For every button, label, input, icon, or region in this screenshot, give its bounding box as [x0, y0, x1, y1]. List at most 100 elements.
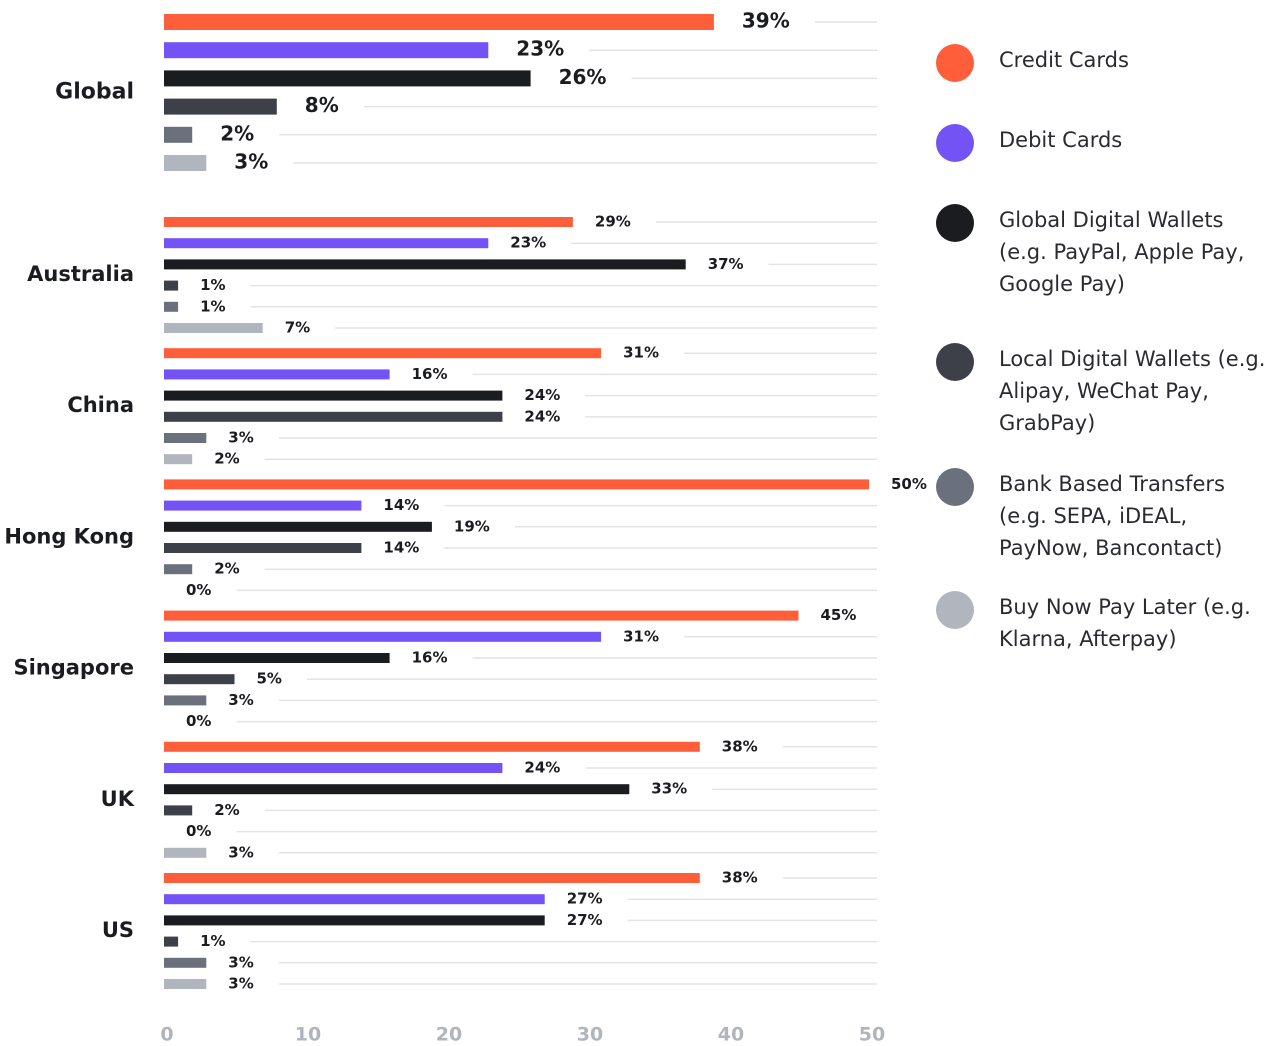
bar [164, 784, 630, 795]
bar [164, 238, 489, 249]
value-label: 2% [214, 450, 239, 468]
value-label: 16% [412, 365, 448, 383]
bar [164, 348, 602, 359]
bar [164, 98, 277, 115]
x-tick-label: 40 [718, 1024, 744, 1046]
legend-swatch [936, 44, 974, 82]
value-label: 3% [228, 953, 253, 971]
bar [164, 564, 193, 575]
value-label: 1% [200, 297, 225, 315]
value-label: 31% [623, 344, 659, 362]
bar [164, 155, 207, 171]
category-label: UK [101, 787, 135, 811]
legend-swatch [936, 204, 974, 242]
bar [164, 323, 263, 333]
value-label: 50% [891, 475, 927, 493]
value-label: 27% [567, 890, 603, 908]
value-label: 26% [559, 65, 607, 89]
value-label: 3% [228, 843, 253, 861]
legend-label: Debit Cards [999, 128, 1123, 152]
bar [164, 411, 503, 422]
bar [164, 126, 193, 143]
bar [164, 42, 489, 59]
value-label: 0% [186, 581, 211, 599]
value-label: 3% [228, 975, 253, 993]
legend-label: Local Digital Wallets (e.g. Alipay, WeCh… [999, 347, 1266, 435]
value-label: 14% [383, 496, 419, 514]
value-label: 16% [412, 649, 448, 667]
value-label: 31% [623, 627, 659, 645]
value-label: 45% [821, 606, 857, 624]
value-label: 14% [383, 539, 419, 557]
value-label: 19% [454, 517, 490, 535]
value-label: 5% [257, 670, 282, 688]
bar [164, 70, 531, 87]
bar [164, 847, 207, 858]
value-label: 2% [214, 801, 239, 819]
value-label: 38% [722, 869, 758, 887]
bar [164, 259, 686, 270]
value-label: 23% [510, 234, 546, 252]
legend-swatch [936, 468, 974, 506]
category-label: China [67, 393, 134, 417]
bar [164, 390, 503, 401]
bar [164, 521, 432, 532]
legend-swatch [936, 343, 974, 381]
value-label: 39% [742, 9, 790, 33]
bar [164, 979, 207, 989]
bar [164, 741, 700, 752]
legend-label: Credit Cards [999, 48, 1129, 72]
x-tick-label: 10 [295, 1024, 321, 1046]
x-tick-label: 20 [436, 1024, 462, 1046]
legend-item: Bank Based Transfers (e.g. SEPA, iDEAL, … [936, 468, 1276, 564]
bar [164, 610, 799, 621]
bar [164, 631, 602, 642]
bar [164, 957, 207, 968]
bar [164, 936, 179, 947]
value-label: 3% [228, 691, 253, 709]
legend-label: Bank Based Transfers (e.g. SEPA, iDEAL, … [999, 472, 1225, 560]
legend-item: Global Digital Wallets (e.g. PayPal, App… [936, 204, 1276, 300]
value-label: 24% [524, 386, 560, 404]
value-label: 29% [595, 213, 631, 231]
value-label: 24% [524, 407, 560, 425]
legend-label: Buy Now Pay Later (e.g. Klarna, Afterpay… [999, 595, 1251, 651]
value-label: 0% [186, 712, 211, 730]
bar [164, 543, 362, 553]
bar [164, 14, 714, 30]
bar [164, 369, 390, 380]
value-label: 3% [228, 429, 253, 447]
x-tick-label: 50 [859, 1024, 885, 1046]
value-label: 23% [516, 37, 564, 61]
bar [164, 674, 235, 685]
x-tick-label: 30 [577, 1024, 603, 1046]
legend-label: Global Digital Wallets (e.g. PayPal, App… [999, 208, 1245, 296]
value-label: 27% [567, 911, 603, 929]
legend-swatch [936, 591, 974, 629]
bar [164, 763, 503, 773]
category-label: Global [55, 80, 134, 105]
bar [164, 301, 179, 312]
bar [164, 873, 700, 883]
bar [164, 915, 545, 926]
value-label: 37% [708, 255, 744, 273]
legend-item: Buy Now Pay Later (e.g. Klarna, Afterpay… [936, 591, 1276, 655]
bar [164, 479, 869, 490]
legend-item: Debit Cards [936, 124, 1276, 162]
value-label: 1% [200, 276, 225, 294]
bar [164, 695, 207, 706]
category-label: Singapore [13, 656, 134, 680]
chart: 0 10 20 30 40 50 Global 39% 23% 26% 8% 2% 3% Australi… [4, 9, 927, 1046]
value-label: 33% [651, 780, 687, 798]
value-label: 3% [234, 150, 268, 174]
category-label: Australia [27, 262, 134, 286]
value-label: 2% [220, 121, 254, 145]
x-tick-label: 0 [160, 1024, 173, 1046]
bar [164, 454, 193, 465]
bar [164, 653, 390, 663]
legend-item: Local Digital Wallets (e.g. Alipay, WeCh… [936, 343, 1276, 439]
legend-item: Credit Cards [936, 44, 1276, 82]
bar [164, 805, 193, 816]
value-label: 2% [214, 560, 239, 578]
